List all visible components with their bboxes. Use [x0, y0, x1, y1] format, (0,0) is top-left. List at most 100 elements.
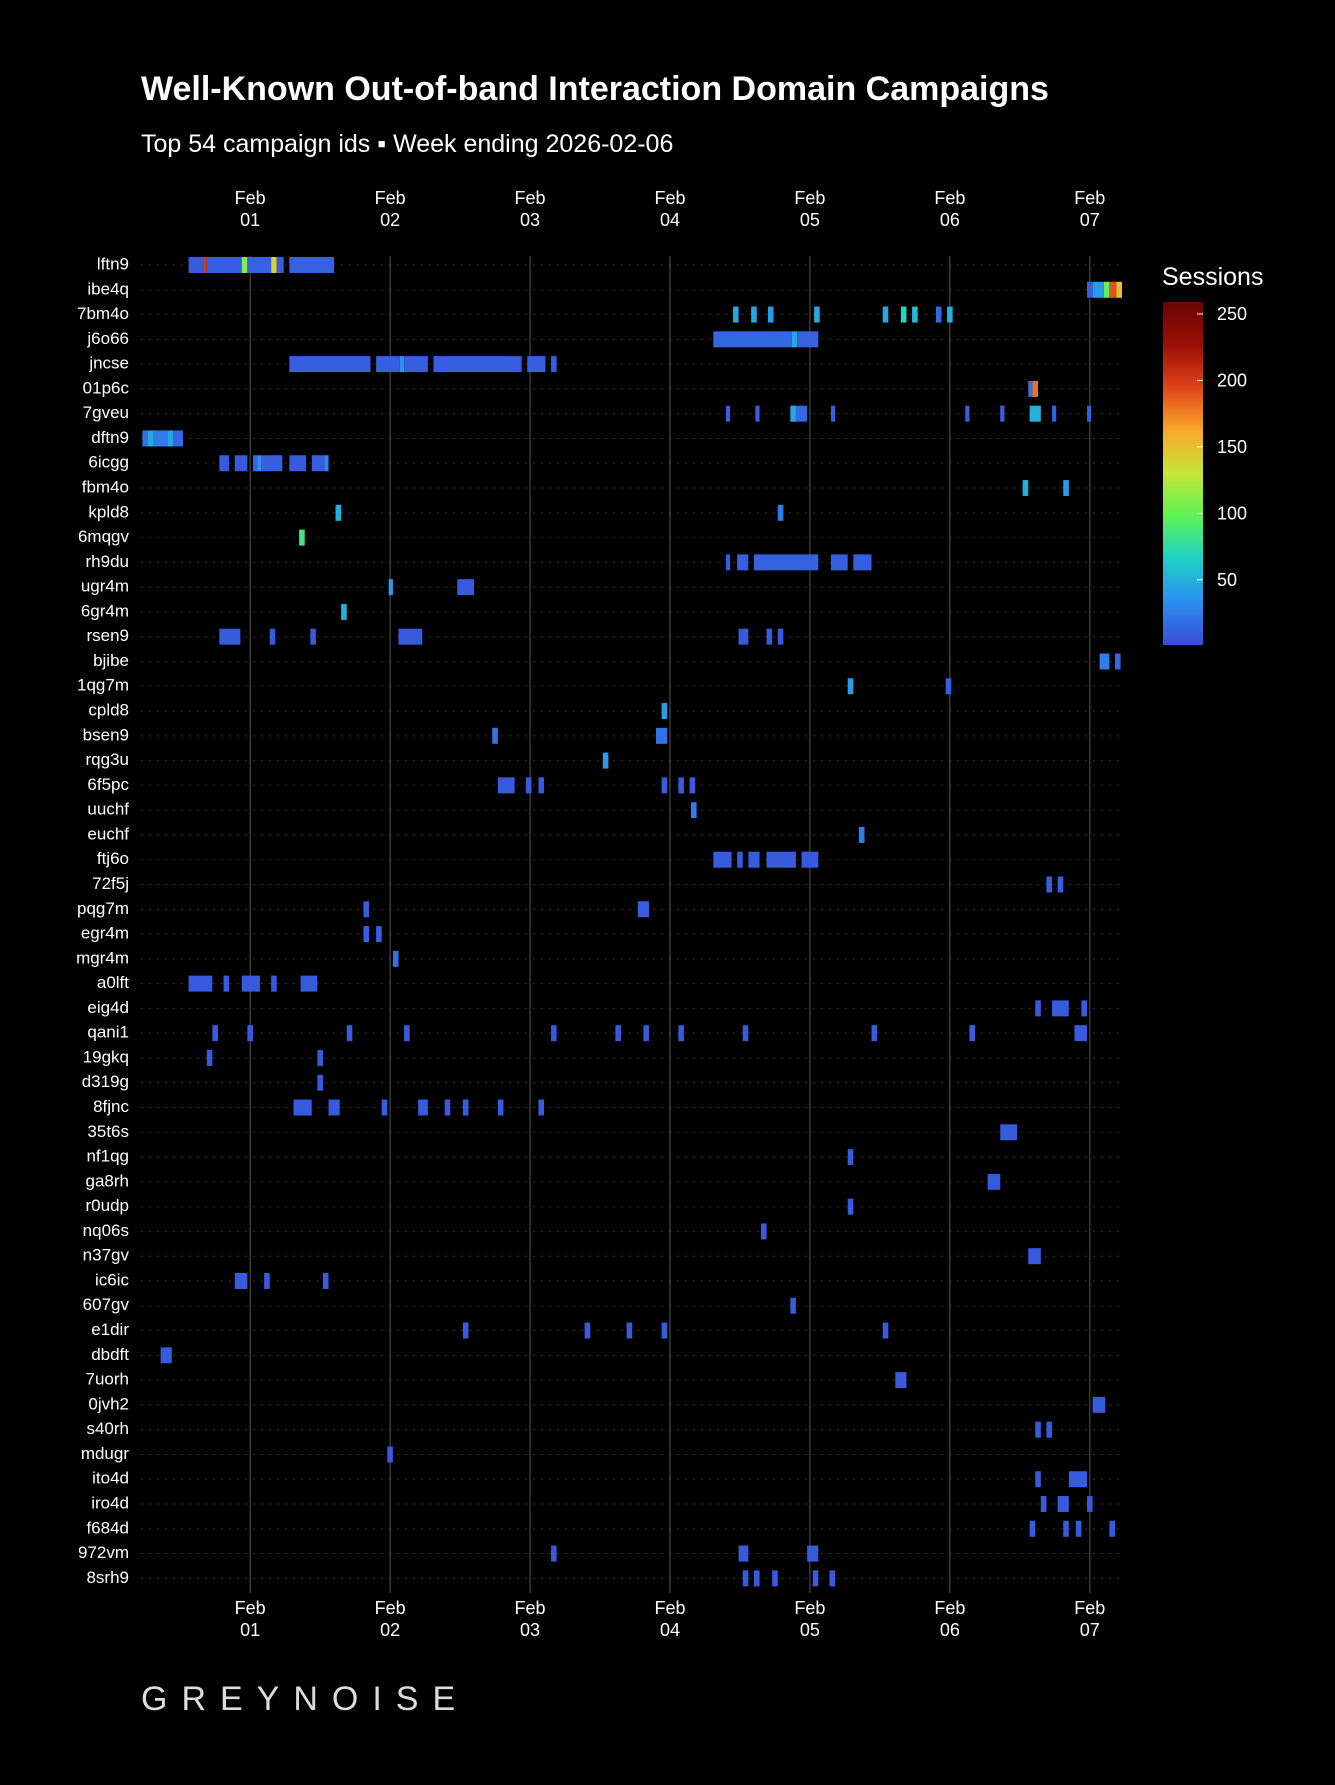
- cell: [346, 1025, 353, 1042]
- cell: [335, 504, 342, 521]
- cell: [444, 1099, 451, 1116]
- cell: [1028, 1248, 1041, 1265]
- row-label: 72f5j: [92, 874, 129, 893]
- x-tick-label-bottom: Feb 06: [934, 1598, 965, 1640]
- cell: [324, 455, 329, 472]
- cell: [795, 405, 808, 422]
- cell: [252, 455, 258, 472]
- x-tick-label-bottom: Feb 01: [235, 1598, 266, 1640]
- cell: [847, 678, 854, 695]
- cell: [732, 306, 739, 323]
- cell: [1068, 1471, 1088, 1488]
- cell: [777, 628, 784, 645]
- cell: [1032, 380, 1039, 397]
- row-label: 607gv: [83, 1295, 130, 1314]
- cell: [655, 727, 668, 744]
- cell: [363, 901, 370, 918]
- colorbar-tick-label: 50: [1217, 570, 1237, 590]
- row-label: e1dir: [91, 1320, 129, 1339]
- cell: [264, 1272, 270, 1289]
- cell: [392, 950, 399, 967]
- row-label: 6mqgv: [78, 527, 130, 546]
- colorbar-title: Sessions: [1162, 263, 1263, 291]
- cell: [271, 975, 277, 992]
- row-label: 6gr4m: [81, 601, 129, 620]
- cell: [310, 628, 316, 645]
- row-label: rqg3u: [86, 750, 129, 769]
- cell: [661, 777, 668, 794]
- row-label: 7bm4o: [77, 304, 129, 323]
- colorbar-tick-label: 200: [1217, 370, 1247, 390]
- cell: [212, 1025, 218, 1042]
- row-label: rh9du: [86, 552, 129, 571]
- cell: [947, 306, 953, 323]
- cell: [584, 1322, 591, 1339]
- cell: [234, 1272, 248, 1289]
- cell: [223, 975, 230, 992]
- cell: [748, 851, 760, 868]
- cell: [766, 851, 796, 868]
- chart-subtitle: Top 54 campaign ids ▪ Week ending 2026-0…: [141, 130, 673, 158]
- cell: [871, 1025, 878, 1042]
- cell: [1046, 1421, 1053, 1438]
- cell: [1109, 281, 1117, 298]
- cell: [219, 455, 230, 472]
- cell: [404, 1025, 410, 1042]
- cell: [311, 455, 325, 472]
- cell: [257, 455, 262, 472]
- cell: [1087, 405, 1092, 422]
- cell: [241, 257, 248, 273]
- x-tick-label-bottom: Feb 03: [515, 1598, 546, 1640]
- row-label: ugr4m: [81, 577, 129, 596]
- row-label: mdugr: [81, 1444, 130, 1463]
- cell: [738, 628, 749, 645]
- cell: [690, 802, 697, 819]
- x-tick-label-top: Feb 04: [654, 188, 685, 230]
- colorbar-tick-label: 250: [1217, 304, 1247, 324]
- row-label: 6icgg: [88, 453, 129, 472]
- cell: [755, 405, 760, 422]
- cell: [300, 975, 318, 992]
- cell: [147, 430, 154, 447]
- cell: [1057, 1496, 1069, 1512]
- cell: [527, 356, 546, 373]
- cell: [661, 703, 668, 720]
- cell: [661, 1322, 668, 1339]
- row-label: pqg7m: [77, 899, 129, 918]
- cell: [602, 752, 609, 769]
- row-label: fbm4o: [82, 478, 129, 497]
- cell: [289, 455, 307, 472]
- cell: [643, 1025, 649, 1042]
- cell: [615, 1025, 622, 1042]
- cell: [790, 405, 796, 422]
- cell: [882, 1322, 889, 1339]
- cell: [1092, 1396, 1106, 1413]
- row-label: jncse: [88, 354, 129, 373]
- cell: [678, 777, 684, 794]
- row-label: iro4d: [91, 1493, 129, 1512]
- cell: [1103, 281, 1110, 298]
- cell: [1116, 281, 1122, 298]
- cell: [689, 777, 696, 794]
- cell: [713, 851, 732, 868]
- cell: [1035, 1421, 1041, 1438]
- cell: [812, 1570, 819, 1587]
- row-label: f684d: [86, 1518, 129, 1537]
- row-label: j6o66: [86, 329, 129, 348]
- cell: [830, 554, 848, 571]
- cell: [289, 356, 371, 373]
- row-label: egr4m: [81, 924, 129, 943]
- cell: [753, 1570, 760, 1587]
- cell: [814, 306, 820, 323]
- cell: [912, 306, 918, 323]
- x-tick-label-top: Feb 01: [235, 188, 266, 230]
- row-label: bsen9: [83, 725, 129, 744]
- cell: [1063, 1520, 1069, 1537]
- cell: [387, 1446, 393, 1463]
- row-label: qani1: [87, 1023, 129, 1042]
- row-label: dbdft: [91, 1345, 129, 1364]
- x-tick-label-bottom: Feb 04: [654, 1598, 685, 1640]
- cell: [858, 826, 865, 843]
- cell: [341, 603, 347, 620]
- cell: [760, 1223, 767, 1240]
